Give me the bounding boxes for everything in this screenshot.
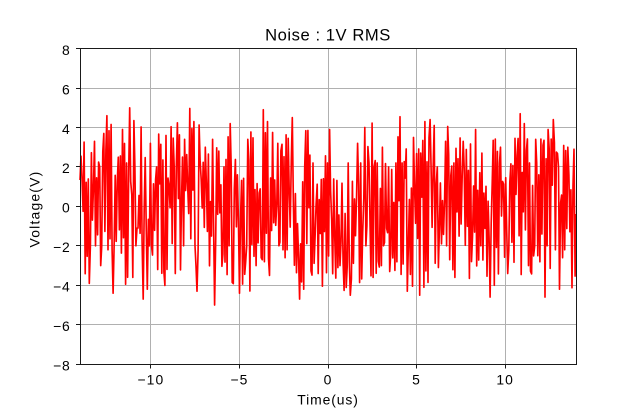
svg-text:2: 2 <box>62 160 71 176</box>
svg-text:5: 5 <box>412 372 421 388</box>
svg-text:Time(us): Time(us) <box>297 392 358 408</box>
svg-text:Noise : 1V RMS: Noise : 1V RMS <box>265 26 391 45</box>
svg-text:−8: −8 <box>53 358 70 374</box>
svg-text:6: 6 <box>62 81 71 97</box>
svg-text:−2: −2 <box>53 239 70 255</box>
svg-text:−10: −10 <box>137 372 164 388</box>
svg-text:−4: −4 <box>53 279 70 295</box>
svg-text:10: 10 <box>496 372 514 388</box>
svg-text:Voltage(V): Voltage(V) <box>27 171 43 248</box>
svg-text:4: 4 <box>62 121 71 137</box>
svg-text:0: 0 <box>324 372 333 388</box>
svg-text:0: 0 <box>62 200 71 216</box>
svg-text:−5: −5 <box>230 372 248 388</box>
svg-text:−6: −6 <box>53 318 70 334</box>
svg-text:8: 8 <box>62 42 71 58</box>
